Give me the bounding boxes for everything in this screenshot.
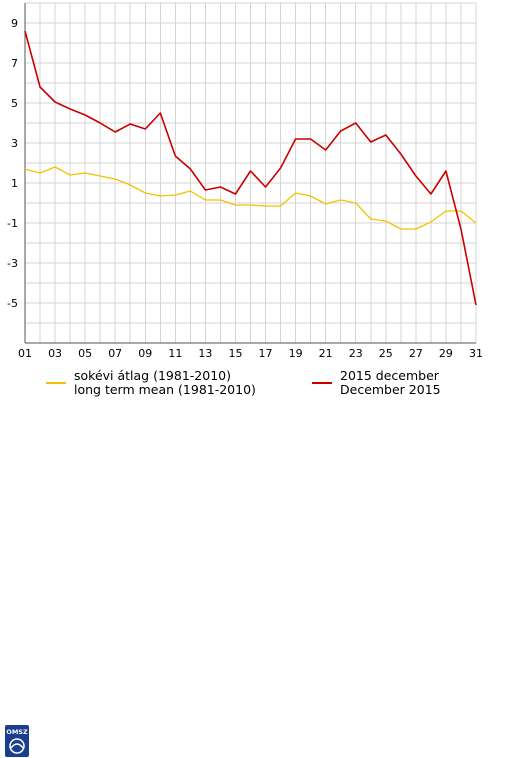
x-tick-label: 23	[349, 347, 363, 360]
y-tick-label: -1	[7, 217, 18, 230]
x-tick-label: 07	[108, 347, 122, 360]
legend-label-2015-en: December 2015	[340, 382, 441, 397]
x-tick-label: 17	[259, 347, 273, 360]
axes	[24, 3, 476, 344]
logo-text: OMSZ	[6, 728, 28, 736]
x-tick-label: 01	[18, 347, 32, 360]
y-tick-label: -3	[7, 257, 18, 270]
y-tick-label: 5	[11, 97, 18, 110]
y-tick-label: 3	[11, 137, 18, 150]
grid-lines	[24, 2, 477, 344]
legend-label-2015-hu: 2015 december	[340, 368, 439, 383]
legend-item-2015: 2015 december December 2015	[312, 369, 441, 397]
x-tick-label: 05	[78, 347, 92, 360]
x-tick-label: 25	[379, 347, 393, 360]
y-tick-label: 7	[11, 57, 18, 70]
x-tick-label: 09	[138, 347, 152, 360]
y-tick-label: -5	[7, 297, 18, 310]
legend-item-mean: sokévi átlag (1981-2010) long term mean …	[46, 369, 256, 397]
series-line-long-term-mean	[24, 166, 477, 230]
series-line-december-2015	[24, 30, 477, 306]
series-lines	[24, 30, 477, 306]
x-tick-label: 03	[48, 347, 62, 360]
legend-label-mean-hu: sokévi átlag (1981-2010)	[74, 368, 231, 383]
x-tick-label: 27	[409, 347, 423, 360]
x-tick-label: 11	[168, 347, 182, 360]
legend-swatch-mean	[46, 382, 66, 384]
legend: OMSZ sokévi átlag (1981-2010) long term …	[0, 360, 505, 757]
legend-label-mean-en: long term mean (1981-2010)	[74, 382, 256, 397]
x-tick-label: 21	[319, 347, 333, 360]
x-tick-label: 15	[228, 347, 242, 360]
x-tick-label: 29	[439, 347, 453, 360]
x-tick-label: 13	[198, 347, 212, 360]
legend-swatch-2015	[312, 382, 332, 384]
omsz-logo: OMSZ	[5, 725, 29, 757]
x-tick-label: 19	[289, 347, 303, 360]
x-tick-label: 31	[469, 347, 483, 360]
y-tick-label: 9	[11, 17, 18, 30]
y-tick-label: 1	[11, 177, 18, 190]
